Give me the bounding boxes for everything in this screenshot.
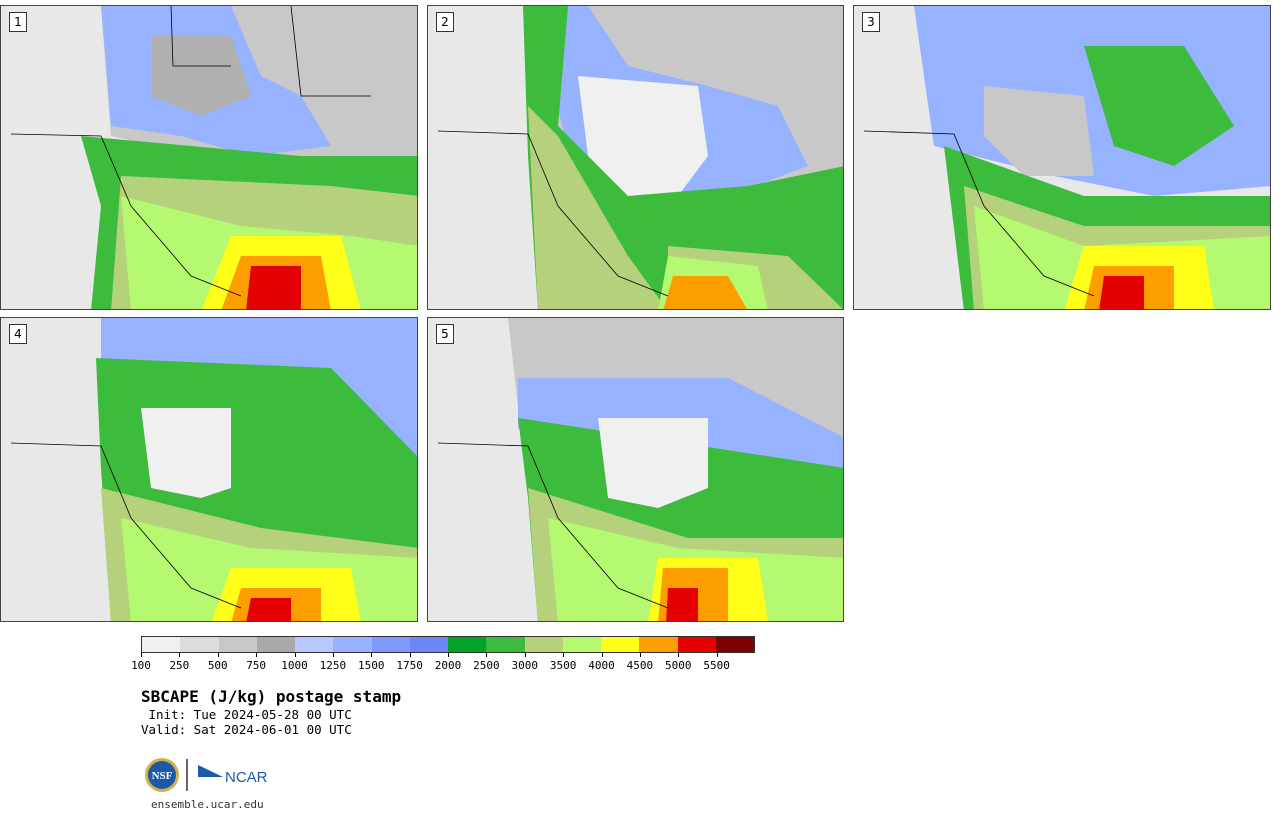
map-panel-5: 5 [427,317,844,622]
colorbar-swatch [371,637,410,652]
colorbar-tick [486,653,488,657]
colorbar-swatch [256,637,295,652]
init-time: Init: Tue 2024-05-28 00 UTC [141,707,352,722]
colorbar-swatch [409,637,448,652]
colorbar-tick-label: 4500 [626,659,654,672]
colorbar-swatch [601,637,640,652]
colorbar-tick-label: 1250 [319,659,347,672]
colorbar-tick [563,653,565,657]
colorbar-tick [639,653,641,657]
colorbar-tick-label: 1500 [358,659,385,672]
nsf-logo-text: NSF [152,770,173,782]
colorbar-tick-label: 1750 [396,659,423,672]
colorbar-tick-label: 3500 [549,659,577,672]
colorbar-tick [332,653,334,657]
colorbar-tick [256,653,258,657]
colorbar-swatch [180,637,219,652]
map-panel-2: 2 [427,5,844,310]
colorbar-swatch [562,637,601,652]
colorbar-swatch [715,637,754,652]
colorbar-tick [179,653,181,657]
colorbar-swatch [333,637,372,652]
colorbar-tick-label: 5500 [703,659,730,672]
colorbar-tick [371,653,373,657]
map-title: SBCAPE (J/kg) postage stamp [141,687,402,706]
cape-map-4 [1,318,417,621]
colorbar-tick [409,653,411,657]
colorbar-tick-label: 2000 [434,659,462,672]
cape-map-3 [854,6,1270,309]
valid-time: Valid: Sat 2024-06-01 00 UTC [141,722,352,737]
panel-number: 4 [9,324,27,344]
colorbar-tick-label: 750 [246,659,267,672]
cape-map-5 [428,318,843,621]
panel-number: 2 [436,12,454,32]
colorbar-tick [678,653,680,657]
logos: NSF NCAR [143,756,283,794]
panel-number: 1 [9,12,27,32]
colorbar-tick-label: 5000 [665,659,692,672]
colorbar-tick [524,653,526,657]
colorbar-tick-label: 100 [131,659,151,672]
colorbar-tick [716,653,718,657]
colorbar-tick-label: 4000 [588,659,615,672]
colorbar-tick-label: 1000 [281,659,308,672]
map-panel-3: 3 [853,5,1271,310]
colorbar-tick [448,653,449,657]
colorbar-swatch [486,637,525,652]
colorbar-tick [601,653,603,657]
colorbar-tick [217,653,219,657]
colorbar-swatch [142,637,181,652]
colorbar-tick-label: 2500 [473,659,500,672]
colorbar-swatch [524,637,563,652]
colorbar-ticks: 100 250 500 750 1000 1250 1500 1750 2000 2500 3000… [131,653,755,673]
colorbar-swatch [677,637,716,652]
colorbar-swatch [639,637,678,652]
colorbar-tick-label: 250 [169,659,190,672]
cape-map-2 [428,6,843,309]
colorbar-tick [141,653,142,657]
nsf-logo-icon: NSF [145,758,179,792]
colorbar-swatch [218,637,257,652]
map-panel-1: 1 [0,5,418,310]
colorbar-tick-label: 3000 [511,659,539,672]
site-url: ensemble.ucar.edu [151,798,264,811]
colorbar-swatch [295,637,334,652]
ncar-logo-icon: NCAR [198,765,268,786]
cape-map-1 [1,6,417,309]
panel-number: 5 [436,324,454,344]
panel-number: 3 [862,12,880,32]
colorbar-tick-label: 500 [207,659,228,672]
colorbar-tick [294,653,296,657]
colorbar-swatch [448,637,487,652]
colorbar [141,636,755,653]
ncar-logo-text: NCAR [225,769,268,786]
map-panel-4: 4 [0,317,418,622]
